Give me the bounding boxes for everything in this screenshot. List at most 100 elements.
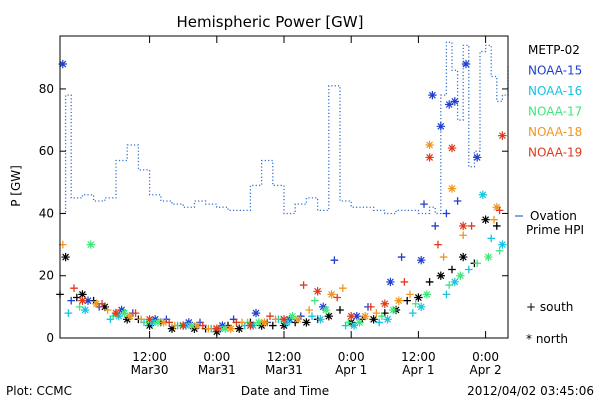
south-point [204,324,213,333]
x-tick-label-time: 0:00 [203,350,230,364]
legend-entry-noaa-17: NOAA-17 [528,105,582,119]
north-point [246,321,255,330]
north-point [81,305,90,315]
y-tick-label: 0 [46,331,54,345]
south-point [336,306,344,314]
north-point [288,312,297,321]
south-point [165,318,173,327]
series-layer [56,41,509,336]
north-point [167,324,177,333]
north-point [459,221,468,231]
south-point [490,215,498,224]
north-point [389,305,398,315]
north-point [254,318,263,327]
north-point [153,318,163,327]
north-point [193,321,202,330]
south-point [445,281,453,289]
north-point [355,318,364,327]
south-point [439,253,448,261]
south-point [467,222,476,230]
south-point [403,296,411,305]
north-point [226,324,235,333]
north-point [456,271,465,280]
north-point [159,318,168,327]
south-point [453,197,462,205]
north-point [187,321,196,330]
north-point [293,315,303,324]
north-point [111,308,121,318]
north-point [450,97,459,106]
y-axis-label: P [GW] [9,165,23,207]
north-point [481,215,490,224]
north-point [100,302,109,312]
north-point [120,308,129,318]
north-point [428,90,437,100]
x-tick-label-date: Mar30 [131,363,169,377]
south-point [459,231,467,240]
x-tick-label-time: 0:00 [338,350,365,364]
x-tick-label-date: Mar31 [198,363,236,377]
south-point [137,315,145,324]
south-point [442,290,451,299]
y-tick-label: 60 [39,144,54,158]
series-noaa-15 [58,59,482,330]
south-point [473,259,481,268]
south-point [171,321,179,330]
plot-credit: Plot: CCMC [6,384,72,398]
legend-entry-noaa-19: NOAA-19 [528,146,582,160]
north-point [86,240,95,249]
north-point [473,153,482,162]
ovation-legend-label-line2: Prime HPI [526,223,584,237]
north-point [422,290,431,299]
south-point [75,303,84,311]
south-point [308,312,316,321]
north-symbol-legend: * north [526,332,568,346]
x-tick-label-time: 12:00 [401,350,436,364]
south-point [372,309,381,317]
north-point [78,290,87,299]
north-point [492,203,501,212]
north-point [352,312,361,321]
legend-entry-metp-02: METP-02 [528,43,580,57]
south-point [266,312,274,321]
south-point [199,321,207,330]
ovation-legend-label: Ovation [530,209,577,223]
north-point [425,153,434,162]
legend: METP-02 NOAA-15 NOAA-16 NOAA-17 NOAA-18 NOAA-… [528,43,582,160]
north-point [498,131,507,140]
y-tick-label: 20 [39,269,54,283]
north-point [235,324,244,333]
north-point [447,184,457,193]
south-point [442,209,451,218]
south-point [330,256,339,264]
north-point [316,315,325,324]
north-point [321,305,331,315]
south-point [64,309,73,317]
north-point [260,318,269,327]
south-point [311,296,319,305]
north-point [386,277,395,287]
legend-entry-noaa-18: NOAA-18 [528,125,582,139]
south-point [299,281,308,289]
x-tick-label-time: 12:00 [267,350,302,364]
north-point [417,302,426,312]
north-point [459,252,468,262]
north-point [78,296,87,305]
north-point [484,252,493,262]
plot-timestamp: 2012/04/02 03:45:06 [467,384,594,398]
north-point [83,296,93,305]
series-noaa-18 [59,140,501,333]
north-point [461,59,471,69]
x-tick-label-time: 0:00 [472,350,499,364]
north-point [478,190,487,199]
north-point [179,321,188,330]
south-point [431,222,439,230]
south-point [375,318,383,327]
south-point [420,200,428,208]
x-tick-label-date: Apr 1 [335,363,367,377]
south-point [465,265,473,274]
north-point [251,308,261,318]
north-point [369,315,378,324]
x-tick-label-date: Mar31 [265,363,303,377]
south-point [344,318,353,327]
